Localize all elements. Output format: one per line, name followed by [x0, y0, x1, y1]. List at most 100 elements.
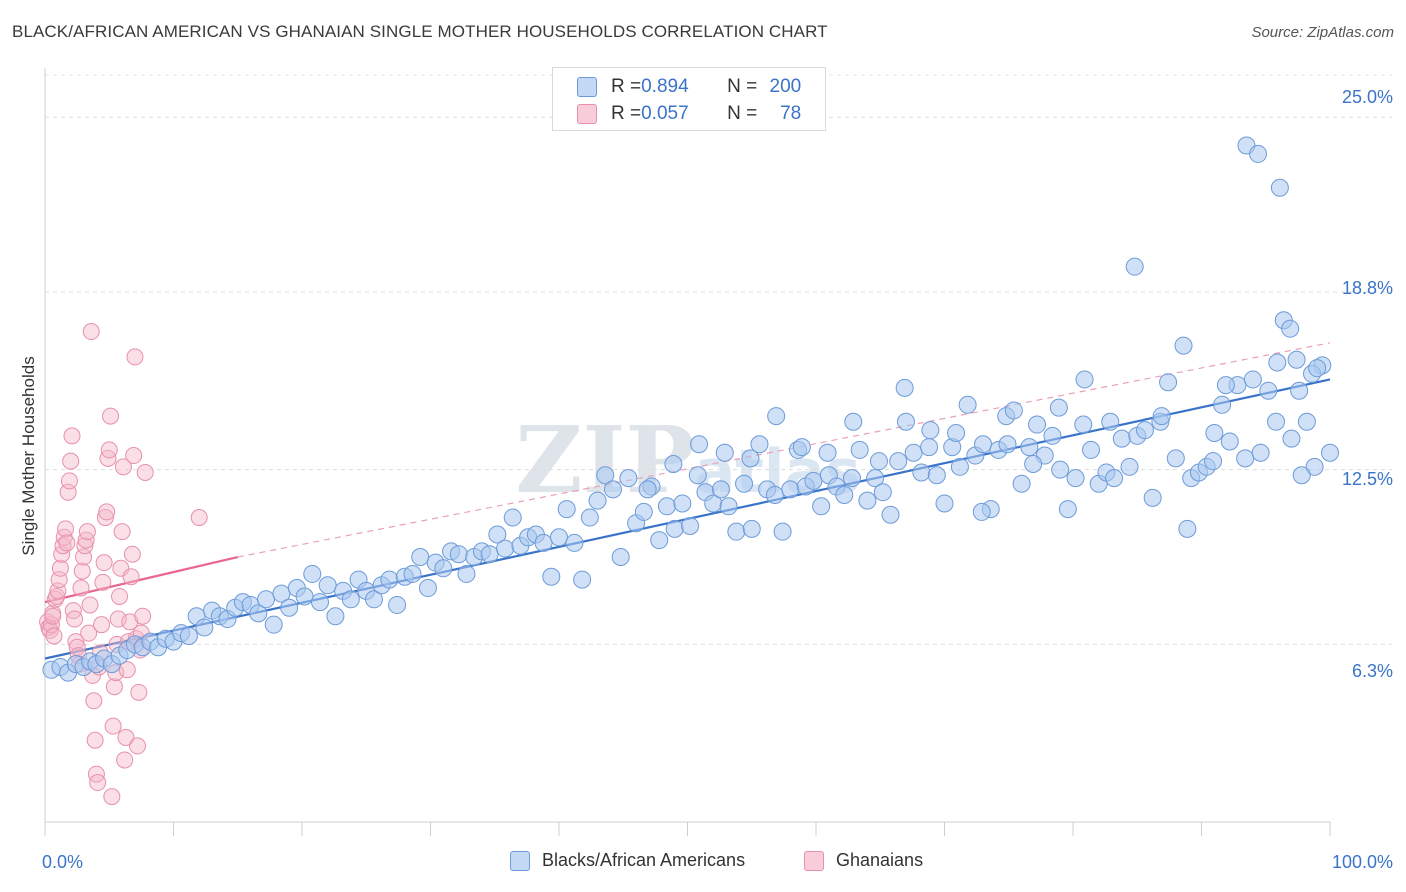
ghanaians-point [66, 610, 84, 628]
blacks-point [326, 607, 345, 626]
blacks-point [611, 548, 630, 567]
blacks-point [1305, 457, 1324, 476]
ghanaians-point [48, 587, 66, 605]
ghanaians-point [85, 692, 103, 710]
blacks-point [195, 618, 214, 637]
blacks-point [690, 435, 709, 454]
blacks-point [619, 469, 638, 488]
ghanaians-point [121, 613, 139, 631]
ghanaians-point [111, 587, 129, 605]
blacks-point [711, 480, 730, 499]
blacks-point [735, 474, 754, 493]
blacks-point [1268, 353, 1287, 372]
ghanaians-point [45, 627, 63, 645]
source-note: Source: ZipAtlas.com [1251, 24, 1394, 41]
blacks-point [767, 407, 786, 426]
legend-swatch-blue [510, 850, 530, 871]
blacks-point [958, 395, 977, 414]
blacks-point [1051, 460, 1070, 479]
ghanaians-point [134, 607, 152, 625]
blacks-point [972, 502, 991, 521]
blacks-point [873, 483, 892, 502]
ghanaians-point [100, 441, 118, 459]
ghanaians-point [126, 348, 144, 366]
ghanaians-point [78, 523, 96, 541]
blacks-point [904, 443, 923, 462]
blacks-point [896, 412, 915, 431]
blacks-point [411, 548, 430, 567]
ghanaians-point [64, 602, 82, 620]
blacks-point [773, 522, 792, 541]
ghanaians-point [103, 788, 121, 806]
blacks-point [1251, 443, 1270, 462]
blacks-point [573, 570, 592, 589]
legend-row-ghanaians: R = 0.057 N = 78 [577, 101, 801, 127]
blacks-point [1216, 376, 1235, 395]
blacks-point [858, 491, 877, 510]
blacks-point [727, 522, 746, 541]
blacks-point [657, 497, 676, 516]
ghanaians-point [81, 596, 99, 614]
blacks-point [580, 508, 599, 527]
blacks-point [818, 443, 837, 462]
blacks-point [741, 449, 760, 468]
blacks-point [638, 480, 657, 499]
blacks-point [673, 494, 692, 513]
ghanaians-point [67, 633, 85, 651]
blacks-point [503, 508, 522, 527]
blacks-point [895, 378, 914, 397]
legend-item-ghanaians[interactable]: Ghanaians [804, 850, 923, 871]
blacks-point [603, 480, 622, 499]
blacks-point [388, 595, 407, 614]
ghanaians-point [129, 737, 147, 755]
correlation-legend: R = 0.894 N = 200 R = 0.057 N = 78 [552, 67, 826, 131]
blacks-point [1020, 438, 1039, 457]
blacks-point [1287, 350, 1306, 369]
blacks-point [534, 533, 553, 552]
blacks-point [1259, 381, 1278, 400]
blacks-point [950, 457, 969, 476]
r-value: 0.057 [641, 103, 689, 124]
blacks-point [1152, 407, 1171, 426]
blacks-point [1249, 144, 1268, 163]
r-label: R = [611, 103, 642, 124]
blacks-point [1204, 452, 1223, 471]
blacks-point [844, 412, 863, 431]
blacks-point [1120, 457, 1139, 476]
ghanaians-point [40, 618, 58, 636]
ghanaians-point [96, 509, 114, 527]
r-value: 0.894 [641, 76, 689, 97]
blacks-point [280, 598, 299, 617]
n-value: 78 [780, 103, 802, 124]
blacks-point [249, 604, 268, 623]
blacks-point [1074, 415, 1093, 434]
blacks-point [1321, 443, 1339, 462]
axes [44, 68, 1331, 836]
legend-label: Blacks/African Americans [542, 850, 746, 870]
blacks-point [1220, 432, 1239, 451]
blacks-point [488, 525, 507, 544]
ghanaians-point [51, 559, 69, 577]
blacks-point [1297, 412, 1316, 431]
legend-item-blacks[interactable]: Blacks/African Americans [510, 850, 745, 871]
y-tick-label: 18.8% [1341, 278, 1393, 298]
ghanaians-point [72, 579, 90, 597]
blacks-point [765, 486, 784, 505]
blacks-point [866, 469, 885, 488]
blacks-point [781, 480, 800, 499]
blacks-point [434, 559, 453, 578]
blacks-point [565, 533, 584, 552]
legend-label: Ghanaians [836, 850, 924, 870]
blacks-point [842, 469, 861, 488]
blacks-point [1125, 257, 1144, 276]
ghanaians-point [190, 509, 208, 527]
ghanaians-point [86, 731, 104, 749]
blacks-point [257, 590, 276, 609]
blacks-point [264, 615, 283, 634]
blacks-point [310, 593, 329, 612]
blacks-point [1308, 359, 1327, 378]
ghanaians-point [114, 458, 132, 476]
blacks-point [1081, 440, 1100, 459]
blacks-point [889, 452, 908, 471]
blacks-point [1066, 469, 1085, 488]
